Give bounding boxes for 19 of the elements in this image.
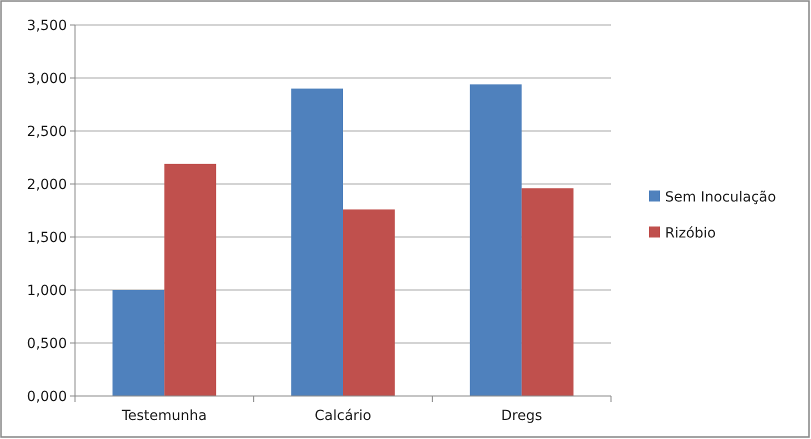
bar bbox=[164, 164, 216, 396]
bar bbox=[522, 188, 574, 396]
bar bbox=[291, 88, 343, 396]
y-tick-label: 1,500 bbox=[26, 230, 67, 246]
x-tick-label: Testemunha bbox=[120, 408, 207, 424]
x-tick-label: Dregs bbox=[501, 408, 542, 424]
y-tick-label: 3,500 bbox=[26, 18, 67, 34]
bar bbox=[470, 84, 522, 396]
y-tick-label: 2,000 bbox=[26, 176, 67, 193]
y-tick-label: 2,500 bbox=[26, 124, 67, 140]
x-tick-label: Calcário bbox=[314, 408, 372, 424]
y-tick-label: 0,000 bbox=[26, 388, 67, 405]
legend-label: Rizóbio bbox=[665, 225, 716, 242]
bar bbox=[343, 209, 395, 396]
y-tick-label: 3,000 bbox=[26, 70, 67, 87]
bar bbox=[112, 290, 164, 396]
y-tick-label: 1,000 bbox=[26, 282, 67, 299]
y-tick-label: 0,500 bbox=[26, 336, 67, 352]
legend-label: Sem Inoculação bbox=[665, 189, 776, 206]
